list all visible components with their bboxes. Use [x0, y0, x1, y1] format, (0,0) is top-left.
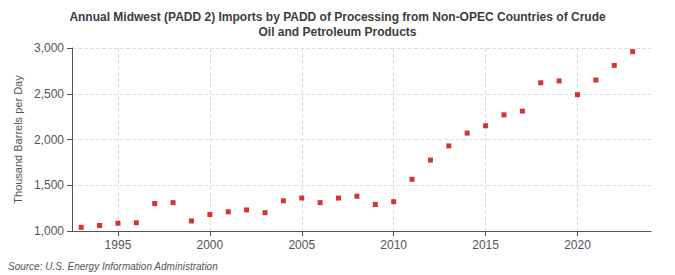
- svg-text:Thousand Barrels per Day: Thousand Barrels per Day: [12, 75, 24, 204]
- svg-text:2005: 2005: [288, 238, 315, 252]
- svg-text:Annual Midwest (PADD 2) Import: Annual Midwest (PADD 2) Imports by PADD …: [69, 10, 606, 24]
- svg-text:Source: U.S. Energy Informatio: Source: U.S. Energy Information Administ…: [8, 261, 218, 272]
- svg-text:1,000: 1,000: [34, 224, 64, 238]
- svg-text:2,500: 2,500: [34, 87, 64, 101]
- svg-text:3,000: 3,000: [34, 41, 64, 55]
- svg-text:Oil and Petroleum Products: Oil and Petroleum Products: [258, 25, 416, 39]
- svg-text:2,000: 2,000: [34, 133, 64, 147]
- svg-text:1995: 1995: [105, 238, 132, 252]
- svg-text:2020: 2020: [564, 238, 591, 252]
- svg-text:1,500: 1,500: [34, 178, 64, 192]
- svg-text:2010: 2010: [380, 238, 407, 252]
- svg-text:2000: 2000: [197, 238, 224, 252]
- svg-text:2015: 2015: [472, 238, 499, 252]
